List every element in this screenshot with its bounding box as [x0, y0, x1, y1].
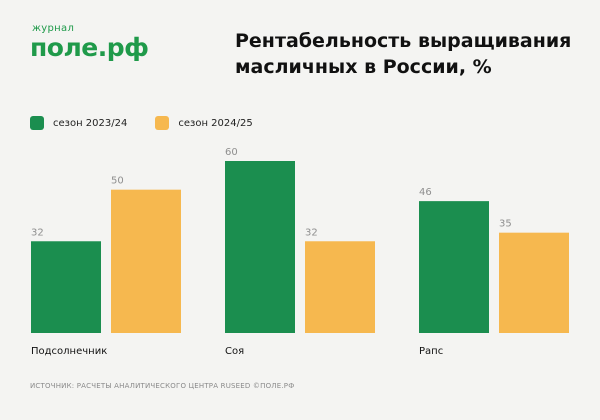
bar-value-label-1-2: 60: [225, 147, 238, 158]
source-note: Источник: расчеты аналитического центра …: [30, 382, 295, 390]
chart-title: Рентабельность выращивания масличных в Р…: [235, 30, 572, 78]
logo-wordmark: поле.рф: [30, 33, 149, 62]
bar-value-label-2-1: 50: [111, 176, 124, 187]
bar-2-1: [111, 189, 181, 333]
legend-item-series-1: сезон 2023/24: [30, 116, 127, 130]
legend-label-series-1: сезон 2023/24: [53, 117, 128, 129]
chart-legend: сезон 2023/24 сезон 2024/25: [30, 116, 281, 130]
logo-caption: журнал: [32, 23, 75, 34]
bar-value-label-2-2: 32: [305, 227, 318, 238]
bar-value-label-2-3: 35: [499, 219, 512, 230]
bar-1-3: [419, 201, 489, 333]
category-label-1: Подсолнечник: [31, 346, 107, 357]
legend-label-series-2: сезон 2024/25: [178, 117, 253, 129]
category-label-2: Соя: [225, 346, 244, 357]
brand-logo: журнал поле.рф: [30, 23, 149, 62]
bar-2-2: [305, 241, 375, 333]
legend-swatch-series-2: [155, 116, 170, 130]
bar-value-label-1-3: 46: [419, 187, 432, 198]
bar-value-label-1-1: 32: [31, 227, 44, 238]
bar-1-2: [225, 161, 295, 333]
bar-1-1: [31, 241, 101, 333]
legend-item-series-2: сезон 2024/25: [155, 116, 253, 130]
category-label-3: Рапс: [419, 346, 443, 357]
bar-2-3: [499, 232, 569, 333]
legend-swatch-series-1: [30, 116, 44, 130]
